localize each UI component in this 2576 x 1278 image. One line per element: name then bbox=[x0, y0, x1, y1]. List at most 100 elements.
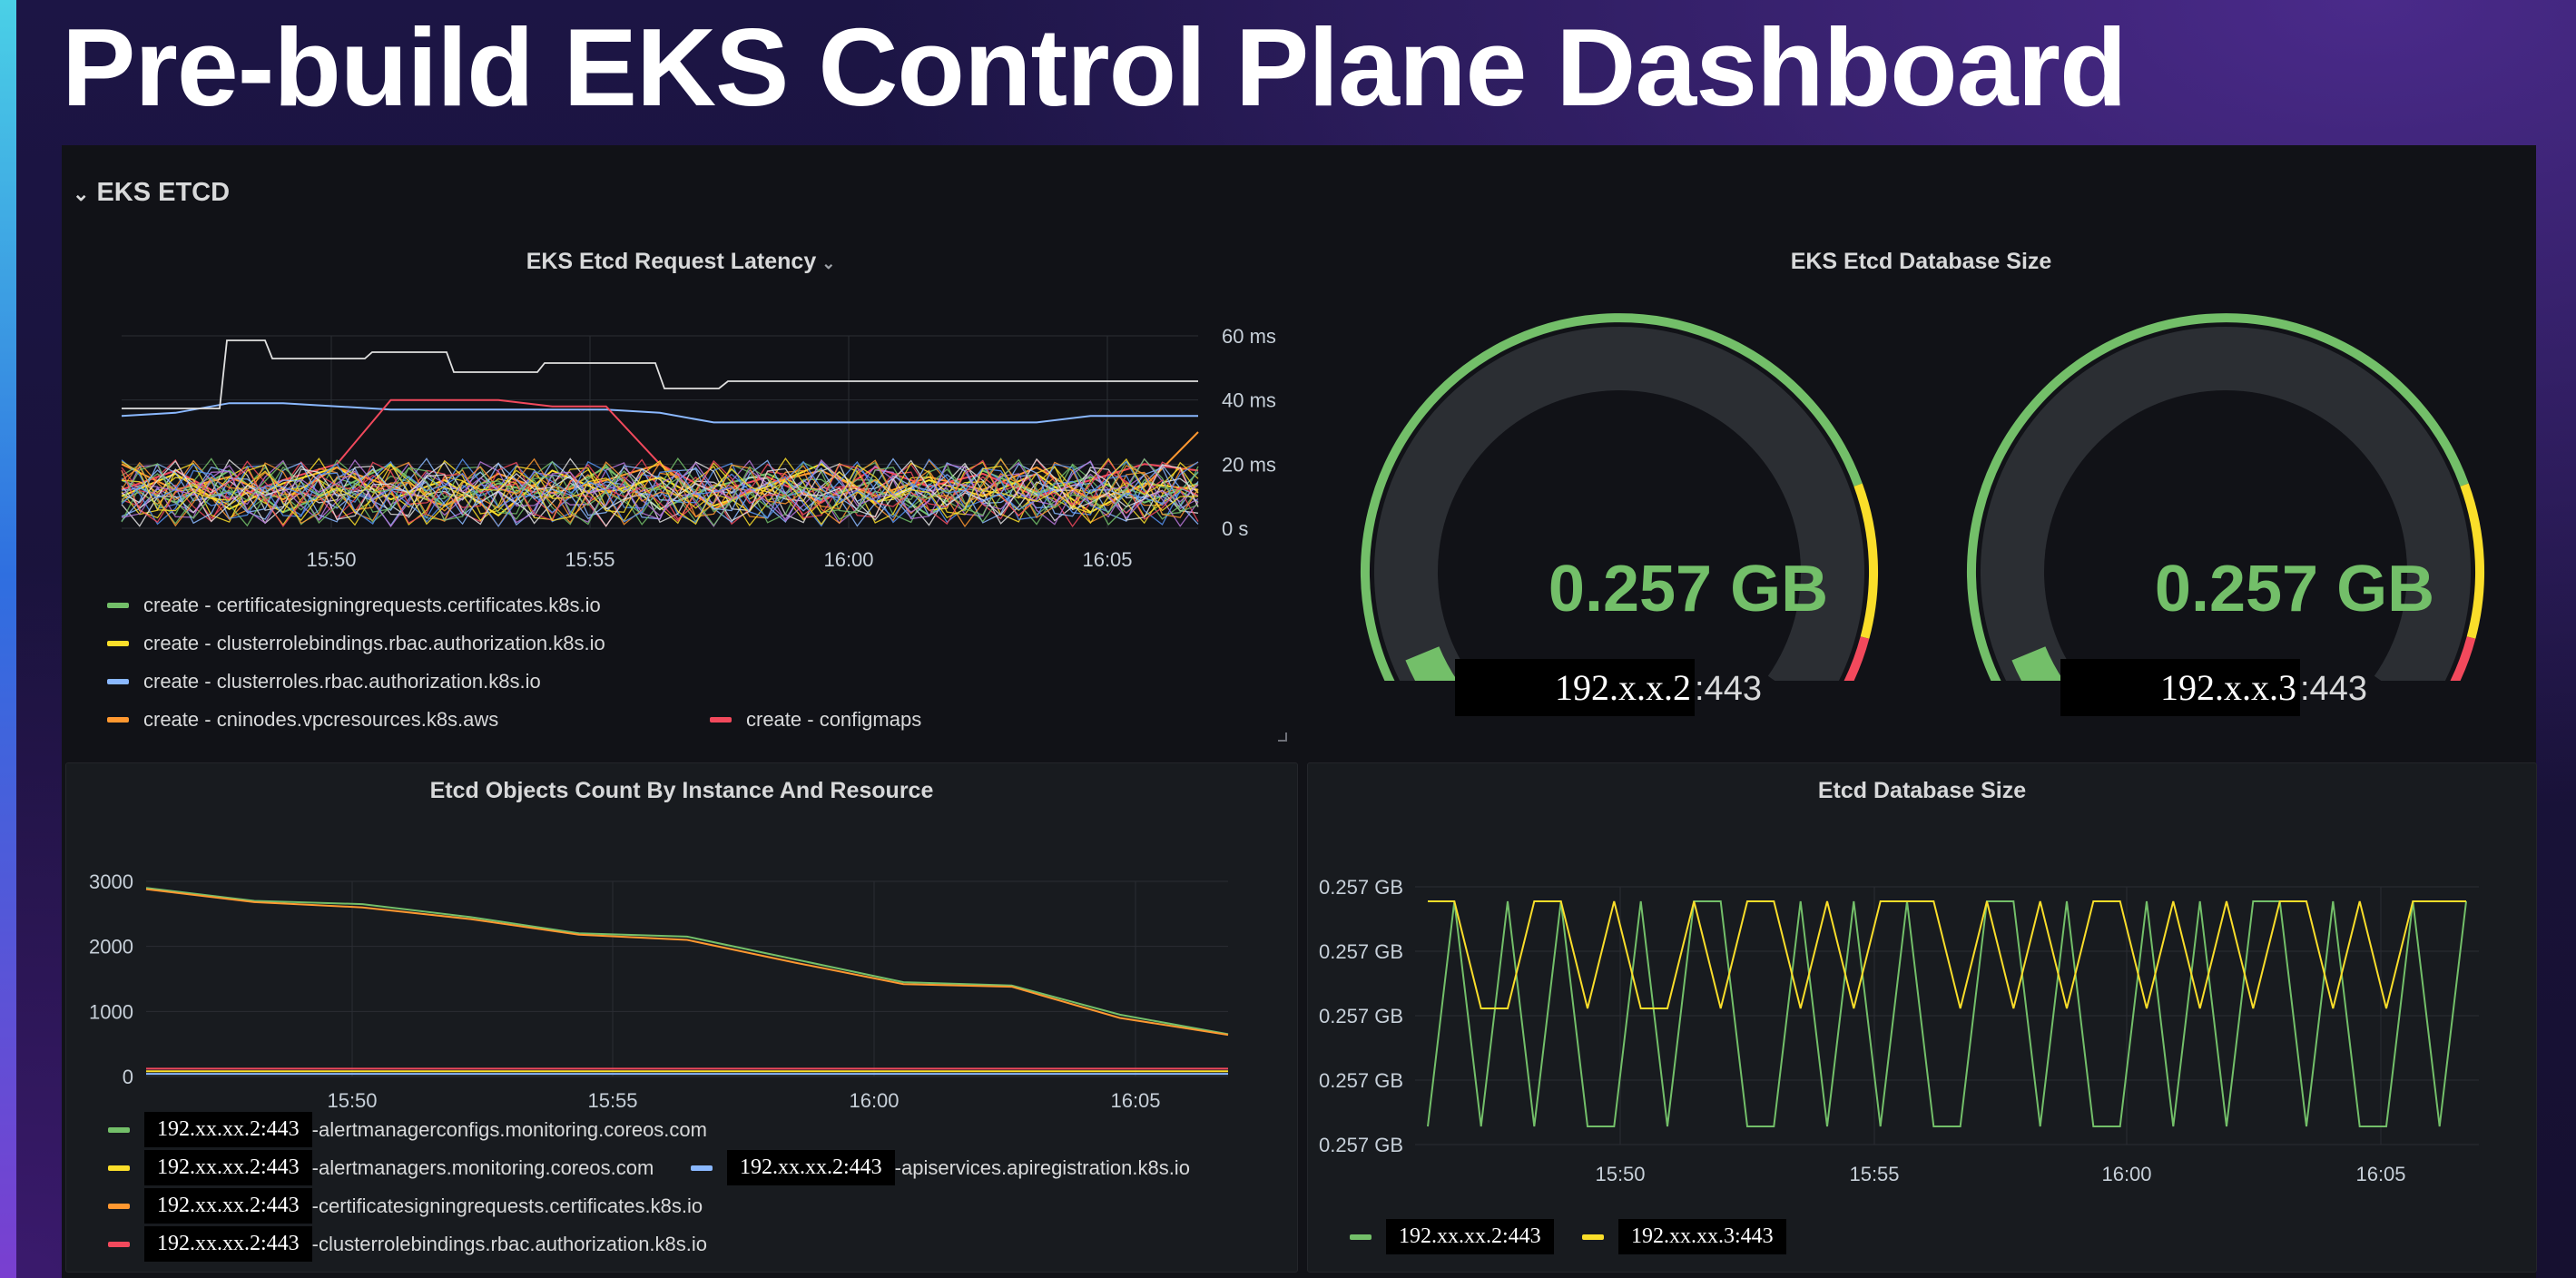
redacted-instance: 192.xx.xx.2:443 bbox=[727, 1150, 895, 1185]
legend-swatch bbox=[108, 1165, 130, 1171]
series-line[interactable] bbox=[121, 458, 1199, 527]
gauge-threshold-arc bbox=[2460, 483, 2484, 639]
series-line[interactable] bbox=[121, 457, 1199, 526]
gauge-value-arc bbox=[1405, 645, 1458, 681]
panel-objects-count: Etcd Objects Count By Instance And Resou… bbox=[65, 762, 1298, 1273]
series-line[interactable] bbox=[121, 458, 1199, 528]
redacted-instance: 192.x.x.2 bbox=[1455, 659, 1695, 716]
x-tick-label: 15:50 bbox=[306, 548, 356, 571]
legend-swatch bbox=[107, 641, 129, 646]
legend-item[interactable]: 192.xx.xx.2:443 -alertmanagers.monitoring… bbox=[108, 1150, 654, 1185]
gauge-instance-label-2: 192.x.x.3:443 bbox=[2060, 659, 2367, 716]
series-line[interactable] bbox=[121, 457, 1199, 527]
legend-label: create - certificatesigningrequests.cert… bbox=[143, 594, 601, 616]
legend-label: -certificatesigningrequests.certificates… bbox=[311, 1194, 703, 1217]
legend-swatch bbox=[108, 1241, 130, 1247]
panel-database-size-timeseries: Etcd Database Size 0.257 GB 0.257 GB 0.257… bbox=[1307, 762, 2537, 1273]
gauge-track bbox=[1981, 327, 2471, 681]
gauge-value-arc bbox=[2011, 645, 2064, 681]
legend-swatch bbox=[107, 603, 129, 608]
gauge-threshold-arc bbox=[1361, 313, 1863, 681]
series-line[interactable] bbox=[121, 457, 1199, 526]
resize-handle-icon[interactable] bbox=[1278, 732, 1287, 742]
panel-request-latency: EKS Etcd Request Latency ⌄ 60 ms 40 ms 20 m… bbox=[65, 227, 1296, 749]
panel-title-container[interactable]: EKS Etcd Request Latency ⌄ bbox=[65, 249, 1296, 275]
x-tick-label: 15:55 bbox=[587, 1089, 637, 1112]
series-line[interactable] bbox=[121, 457, 1199, 526]
gauge-instance-label-1: 192.x.x.2:443 bbox=[1455, 659, 1762, 716]
legend-item[interactable]: 192.xx.xx.2:443 -clusterrolebindings.rbac… bbox=[108, 1226, 707, 1262]
y-tick-label: 0.257 GB bbox=[1319, 1134, 1403, 1156]
y-tick-label: 1000 bbox=[89, 1000, 133, 1023]
legend-swatch bbox=[1350, 1234, 1372, 1240]
accent-stripe bbox=[0, 0, 16, 1278]
legend-item[interactable]: 192.xx.xx.2:443 bbox=[1350, 1219, 1554, 1254]
x-tick-label: 16:00 bbox=[823, 548, 873, 571]
legend-item[interactable]: create - clusterroles.rbac.authorization… bbox=[107, 670, 541, 693]
series-line[interactable] bbox=[145, 887, 1229, 1036]
x-tick-label: 15:50 bbox=[327, 1089, 377, 1112]
series-line[interactable] bbox=[121, 458, 1199, 527]
series-line[interactable] bbox=[1428, 900, 2466, 1009]
gauge-threshold-arc bbox=[2450, 636, 2476, 681]
gauge-chart[interactable] bbox=[1307, 300, 2535, 681]
x-tick-label: 16:05 bbox=[1082, 548, 1132, 571]
redacted-instance: 192.xx.xx.2:443 bbox=[1386, 1219, 1554, 1254]
series-line[interactable] bbox=[121, 457, 1199, 526]
objects-chart[interactable]: 3000 2000 1000 0 15:50 15:55 16:00 16:05 bbox=[66, 854, 1297, 1154]
x-tick-label: 16:05 bbox=[1110, 1089, 1160, 1112]
legend-item[interactable]: create - configmaps bbox=[710, 708, 921, 732]
legend-item[interactable]: create - certificatesigningrequests.cert… bbox=[107, 594, 601, 617]
chevron-down-icon[interactable]: ⌄ bbox=[73, 182, 90, 205]
series-line[interactable] bbox=[122, 339, 1198, 409]
series-line[interactable] bbox=[121, 402, 1198, 424]
row-header-eks-etcd[interactable]: ⌄ EKS ETCD bbox=[73, 178, 230, 208]
gauge-threshold-arc bbox=[1853, 483, 1878, 639]
dbsize-chart[interactable]: 0.257 GB 0.257 GB 0.257 GB 0.257 GB 0.257 GB… bbox=[1308, 854, 2536, 1217]
legend-label: create - clusterroles.rbac.authorization… bbox=[143, 670, 541, 693]
redacted-instance: 192.x.x.3 bbox=[2060, 659, 2300, 716]
legend-item[interactable]: create - cninodes.vpcresources.k8s.aws bbox=[107, 708, 498, 732]
y-tick-label: 0.257 GB bbox=[1319, 940, 1403, 963]
legend-swatch bbox=[107, 717, 129, 723]
legend-label: -apiservices.apiregistration.k8s.io bbox=[894, 1155, 1190, 1179]
series-line[interactable] bbox=[145, 888, 1229, 1037]
legend-item[interactable]: 192.xx.xx.2:443 -certificatesigningreques… bbox=[108, 1188, 703, 1224]
x-tick-label: 15:55 bbox=[565, 548, 615, 571]
x-tick-label: 16:00 bbox=[2101, 1163, 2151, 1185]
legend-swatch bbox=[108, 1203, 130, 1209]
series-line[interactable] bbox=[121, 457, 1199, 526]
legend-swatch bbox=[710, 717, 732, 723]
latency-chart[interactable]: 60 ms 40 ms 20 ms 0 s 15:50 15:55 16:00 16:05 bbox=[65, 318, 1296, 590]
port-suffix: :443 bbox=[2300, 670, 2367, 708]
series-line[interactable] bbox=[121, 457, 1199, 527]
series-line[interactable] bbox=[121, 459, 1199, 527]
y-tick-label: 40 ms bbox=[1222, 389, 1276, 412]
y-tick-label: 0.257 GB bbox=[1319, 1069, 1403, 1092]
y-tick-label: 3000 bbox=[89, 870, 133, 893]
redacted-instance: 192.xx.xx.2:443 bbox=[144, 1112, 312, 1147]
legend-item[interactable]: 192.xx.xx.2:443 -alertmanagerconfigs.moni… bbox=[108, 1112, 707, 1147]
y-tick-label: 60 ms bbox=[1222, 325, 1276, 348]
series-line[interactable] bbox=[1427, 900, 2467, 1127]
legend-swatch bbox=[108, 1126, 130, 1133]
panel-title: Etcd Database Size bbox=[1817, 778, 2027, 803]
y-tick-label: 2000 bbox=[89, 936, 133, 958]
x-tick-label: 16:05 bbox=[2355, 1163, 2405, 1185]
gauge-value-2: 0.257 GB bbox=[2154, 553, 2435, 625]
legend-item[interactable]: 192.xx.xx.3:443 bbox=[1582, 1219, 1786, 1254]
y-tick-label: 0 s bbox=[1222, 517, 1248, 540]
chevron-down-icon[interactable]: ⌄ bbox=[821, 254, 836, 272]
redacted-instance: 192.xx.xx.2:443 bbox=[144, 1150, 312, 1185]
series-line[interactable] bbox=[121, 458, 1199, 528]
series-line[interactable] bbox=[121, 457, 1199, 527]
row-title: EKS ETCD bbox=[96, 178, 231, 207]
gauge-threshold-arc bbox=[1844, 636, 1870, 681]
x-tick-label: 15:55 bbox=[1849, 1163, 1899, 1185]
legend-swatch bbox=[1582, 1234, 1604, 1240]
legend-item[interactable]: create - clusterrolebindings.rbac.author… bbox=[107, 632, 605, 655]
panel-title: EKS Etcd Database Size bbox=[1790, 249, 2052, 274]
legend-item[interactable]: 192.xx.xx.2:443 -apiservices.apiregistrat… bbox=[691, 1150, 1190, 1185]
redacted-instance: 192.xx.xx.2:443 bbox=[144, 1188, 312, 1224]
panel-database-size-gauge: EKS Etcd Database Size 0.257 GB 0.257 GB… bbox=[1307, 227, 2535, 749]
